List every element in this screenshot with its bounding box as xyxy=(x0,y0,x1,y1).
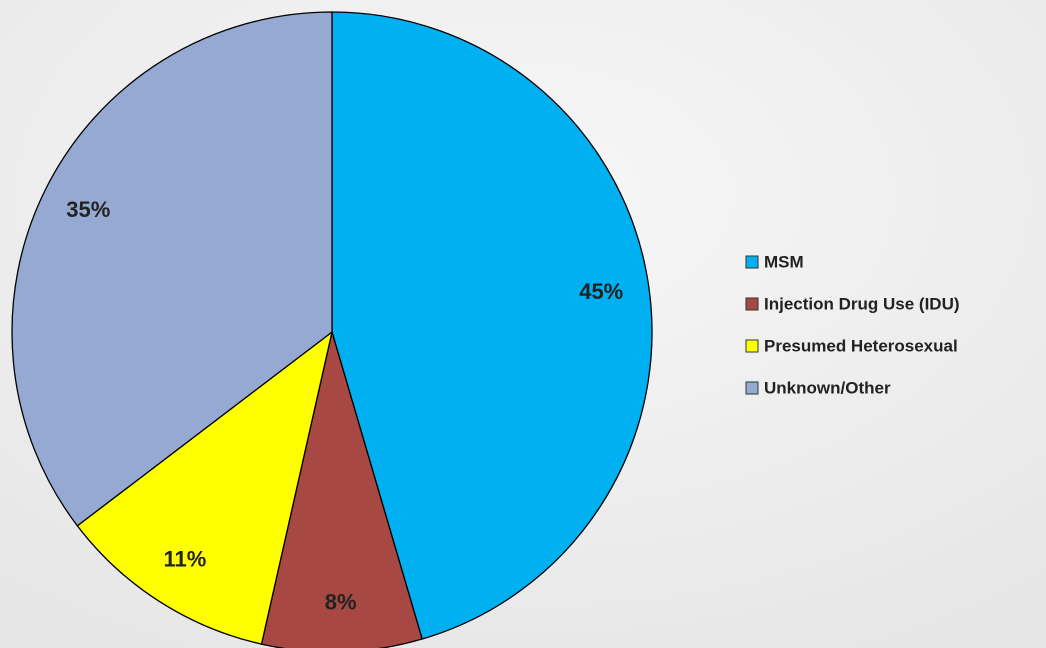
legend-label: Unknown/Other xyxy=(764,378,891,397)
legend-swatch xyxy=(745,297,759,311)
data-label: 11% xyxy=(164,547,207,572)
legend-swatch xyxy=(745,255,759,269)
legend-label: Injection Drug Use (IDU) xyxy=(764,294,960,313)
pie-slice xyxy=(76,330,334,645)
legend-label: Presumed Heterosexual xyxy=(764,336,958,355)
legend-label: MSM xyxy=(764,252,804,271)
pie-slice xyxy=(11,11,333,527)
data-label: 35% xyxy=(66,197,110,222)
pie-slice xyxy=(260,329,423,648)
data-label: 45% xyxy=(579,279,623,304)
legend-swatch xyxy=(745,339,759,353)
legend-swatch xyxy=(745,381,759,395)
pie-slice xyxy=(331,11,653,640)
data-label: 8% xyxy=(325,590,357,615)
